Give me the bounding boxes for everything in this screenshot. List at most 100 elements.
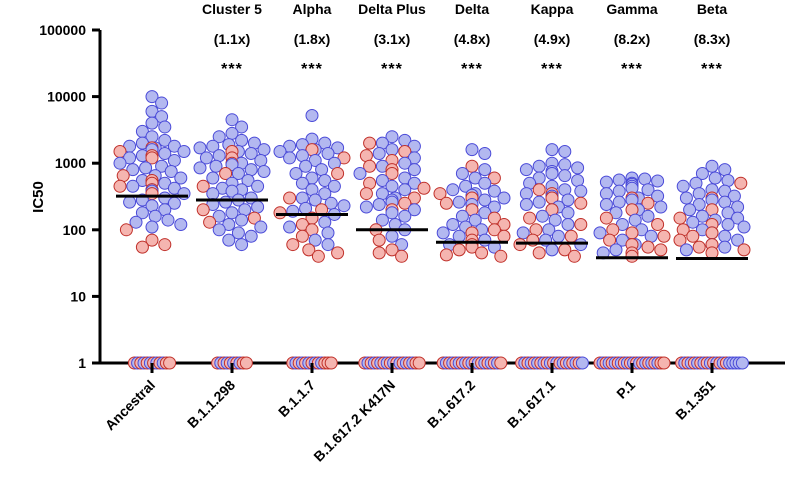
data-point-blue [407, 203, 421, 217]
data-point-blue [545, 243, 559, 257]
data-point-red [363, 136, 377, 150]
data-point-blue [135, 206, 149, 220]
data-point-blue [478, 146, 492, 160]
data-point-red [331, 167, 345, 181]
variant-name-label: Beta [697, 1, 728, 17]
data-point-blue [705, 159, 719, 173]
data-point-blue [718, 229, 732, 243]
data-point-blue [305, 109, 319, 123]
significance-label: *** [621, 61, 643, 78]
data-point-blue [558, 158, 572, 172]
data-point-red [247, 211, 261, 225]
data-point-red [654, 243, 668, 257]
data-point-red [705, 226, 719, 240]
fold-change-label: (8.3x) [694, 31, 731, 47]
data-point-blue [375, 213, 389, 227]
data-point-red [116, 169, 130, 183]
x-category-label: B.1.1.298 [184, 377, 238, 431]
data-point-blue [385, 143, 399, 157]
data-point-blue [158, 146, 172, 160]
data-point-red [196, 179, 210, 193]
data-point-blue [731, 233, 745, 247]
data-point-blue-floor [575, 356, 589, 370]
data-point-blue [222, 233, 236, 247]
data-point-blue [225, 184, 239, 198]
x-category-label: B.1.617.2 [424, 377, 478, 431]
data-point-blue [599, 187, 613, 201]
data-point-blue [123, 195, 137, 209]
variant-name-label: Alpha [293, 1, 332, 17]
data-point-blue [487, 184, 501, 198]
data-point-blue [193, 141, 207, 155]
data-point-red [385, 243, 399, 257]
data-point-red-floor [239, 356, 253, 370]
data-point-blue [385, 206, 399, 220]
data-point-red [532, 246, 546, 260]
data-point-blue [295, 176, 309, 190]
data-point-red-floor [657, 356, 671, 370]
data-point-blue [519, 163, 533, 177]
data-point-red [603, 233, 617, 247]
data-point-red [417, 181, 431, 195]
data-point-red [452, 243, 466, 257]
data-point-red [734, 176, 748, 190]
data-point-blue [308, 193, 322, 207]
data-point-blue [375, 173, 389, 187]
data-point-red [119, 223, 133, 237]
data-point-blue [455, 209, 469, 223]
fold-change-label: (1.8x) [294, 31, 331, 47]
fold-change-label: (8.2x) [614, 31, 651, 47]
data-point-blue [206, 171, 220, 185]
data-point-blue [478, 193, 492, 207]
x-category-label: Ancestral [102, 377, 158, 433]
data-point-blue [193, 161, 207, 175]
data-point-red [737, 243, 751, 257]
data-point-blue [519, 187, 533, 201]
data-point-blue [318, 187, 332, 201]
data-point-blue [651, 174, 665, 188]
data-point-blue [718, 163, 732, 177]
data-point-red [372, 246, 386, 260]
data-point-red [385, 167, 399, 181]
data-point-blue [599, 197, 613, 211]
y-axis-title: IC50 [30, 181, 47, 213]
data-point-red [286, 238, 300, 252]
data-point-blue [231, 226, 245, 240]
data-point-blue [574, 184, 588, 198]
y-tick-label: 100000 [39, 22, 86, 38]
data-point-blue [257, 165, 271, 179]
data-point-blue [385, 179, 399, 193]
data-point-blue [251, 200, 265, 214]
data-point-blue [718, 240, 732, 254]
data-point-blue [407, 163, 421, 177]
data-point-blue [219, 195, 233, 209]
fold-change-label: (4.9x) [534, 31, 571, 47]
data-point-blue [398, 183, 412, 197]
data-point-blue [199, 151, 213, 165]
data-point-blue [385, 130, 399, 144]
x-category-label: B.1.1.7 [275, 377, 318, 420]
data-point-blue [459, 179, 473, 193]
data-point-blue [113, 156, 127, 170]
data-point-blue [327, 179, 341, 193]
data-point-blue [158, 133, 172, 147]
data-point-red-floor [163, 356, 177, 370]
data-point-blue [235, 133, 249, 147]
data-point-blue [609, 243, 623, 257]
data-point-blue [212, 149, 226, 163]
data-point-blue [535, 209, 549, 223]
data-point-blue [519, 197, 533, 211]
fold-change-label: (3.1x) [374, 31, 411, 47]
data-point-blue [718, 195, 732, 209]
x-category-label: B.1.617.1 [504, 377, 558, 431]
x-category-label: P.1 [613, 377, 638, 402]
data-point-red [692, 240, 706, 254]
data-point-blue [299, 159, 313, 173]
data-point-blue [398, 156, 412, 170]
data-point-red [574, 218, 588, 232]
data-point-blue [654, 200, 668, 214]
data-point-blue [254, 153, 268, 167]
data-point-red [145, 233, 159, 247]
data-point-red [273, 206, 287, 220]
